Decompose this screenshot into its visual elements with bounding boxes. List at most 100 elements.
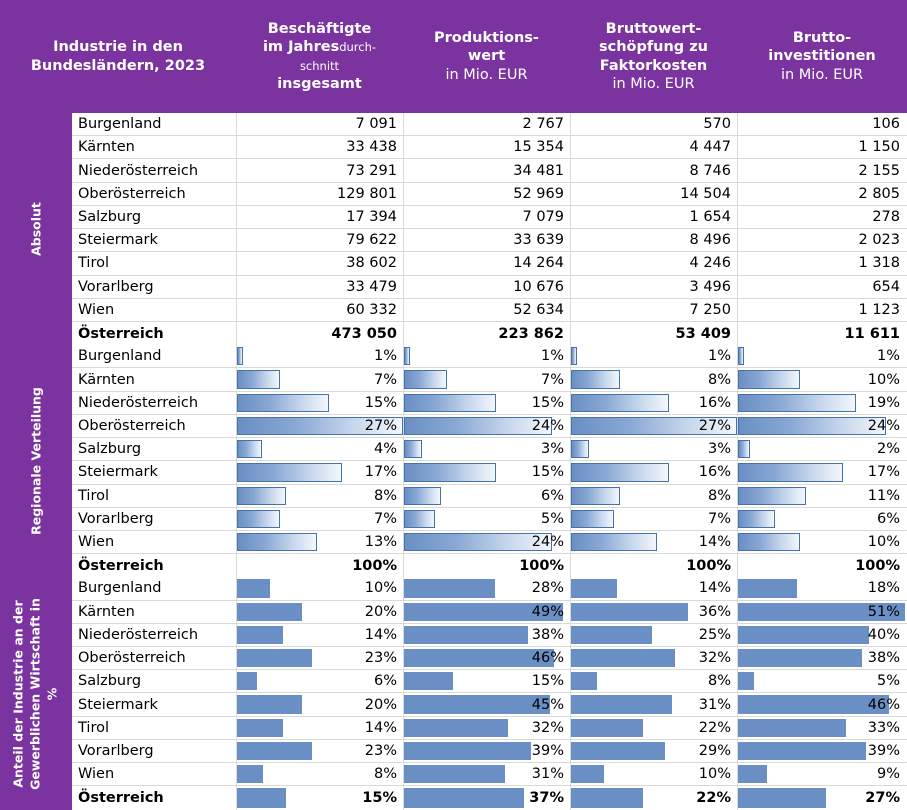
cell-value: 278 bbox=[872, 208, 900, 225]
cell-value: 9% bbox=[876, 766, 900, 783]
cell-value: 24% bbox=[531, 417, 564, 434]
data-cell: 2% bbox=[738, 438, 906, 460]
header-col0-l3: schnitt bbox=[299, 58, 340, 73]
data-cell: 4 447 bbox=[571, 136, 738, 159]
row-label-vorarlberg: Vorarlberg bbox=[72, 739, 237, 763]
value-bar bbox=[738, 741, 866, 761]
data-cell: 14% bbox=[571, 530, 738, 554]
row-label-wien: Wien bbox=[72, 763, 237, 786]
header-col3-l2: investitionen bbox=[768, 48, 876, 65]
cell-value: 5% bbox=[540, 510, 564, 527]
cell-value: 38% bbox=[867, 650, 900, 667]
data-cell: 23% bbox=[237, 739, 404, 763]
header-col0-l4: insgesamt bbox=[277, 75, 362, 92]
data-cell: 33 438 bbox=[237, 136, 404, 159]
value-bar bbox=[404, 718, 509, 737]
data-cell: 33% bbox=[738, 717, 906, 739]
value-bar bbox=[738, 440, 751, 459]
data-cell: 10 676 bbox=[404, 275, 571, 298]
value-bar bbox=[571, 672, 598, 691]
cell-value: 28% bbox=[531, 580, 564, 597]
data-cell: 10% bbox=[237, 577, 404, 600]
data-cell: 15% bbox=[237, 391, 404, 414]
data-cell: 15 354 bbox=[404, 136, 571, 159]
cell-value: 15% bbox=[531, 464, 564, 481]
data-cell: 100% bbox=[404, 554, 571, 578]
table-row: Steiermark 79 622 33 639 8 496 2 023 bbox=[72, 229, 907, 253]
cell-value: 1% bbox=[876, 348, 900, 365]
table-row: Steiermark 20% 45% 31% 46% bbox=[72, 693, 907, 717]
cell-value: 16% bbox=[698, 464, 731, 481]
table-row: Niederösterreich 73 291 34 481 8 746 2 155 bbox=[72, 159, 907, 183]
row-label-wien: Wien bbox=[72, 530, 237, 554]
header-col1-l2: wert bbox=[467, 48, 506, 65]
data-cell: 24% bbox=[404, 414, 571, 438]
table-row: Vorarlberg 33 479 10 676 3 496 654 bbox=[72, 275, 907, 299]
data-cell: 17% bbox=[237, 461, 404, 484]
cell-value: 34 481 bbox=[513, 162, 564, 179]
value-bar bbox=[571, 370, 621, 389]
data-cell: 38 602 bbox=[237, 252, 404, 275]
value-bar bbox=[571, 463, 670, 482]
data-cell: 28% bbox=[404, 577, 571, 600]
table-row: Kärnten 7% 7% 8% 10% bbox=[72, 368, 907, 392]
data-cell: 29% bbox=[571, 739, 738, 763]
cell-value: 1 318 bbox=[858, 255, 900, 272]
row-label-salzburg: Salzburg bbox=[72, 205, 237, 229]
table-row: Kärnten 33 438 15 354 4 447 1 150 bbox=[72, 136, 907, 160]
value-bar bbox=[237, 347, 244, 366]
value-bar bbox=[237, 532, 317, 552]
row-label-sterreich: Österreich bbox=[72, 321, 237, 346]
table-row: Oberösterreich 27% 24% 27% 24% bbox=[72, 414, 907, 439]
value-bar bbox=[404, 625, 528, 645]
value-bar bbox=[571, 416, 737, 436]
value-bar bbox=[738, 347, 745, 366]
cell-value: 3% bbox=[707, 441, 731, 458]
header-col2-l4: in Mio. EUR bbox=[612, 75, 695, 92]
cell-value: 7 091 bbox=[355, 116, 397, 133]
value-bar bbox=[404, 509, 435, 528]
row-label-obersterreich: Oberösterreich bbox=[72, 414, 237, 438]
cell-value: 29% bbox=[698, 743, 731, 760]
data-cell: 11% bbox=[738, 485, 906, 507]
data-cell: 1 150 bbox=[738, 136, 906, 158]
value-bar bbox=[404, 649, 554, 668]
table-row: Niederösterreich 14% 38% 25% 40% bbox=[72, 623, 907, 648]
header-col0-l2b: durch- bbox=[339, 40, 377, 55]
row-label-obersterreich: Oberösterreich bbox=[72, 182, 237, 205]
data-cell: 4% bbox=[237, 438, 404, 461]
value-bar bbox=[571, 649, 676, 668]
table-row: Steiermark 17% 15% 16% 17% bbox=[72, 461, 907, 485]
cell-value: 22% bbox=[696, 789, 731, 806]
cell-value: 27% bbox=[865, 789, 900, 806]
data-cell: 8 496 bbox=[571, 229, 738, 252]
cell-value: 4% bbox=[373, 441, 397, 458]
cell-value: 13% bbox=[364, 534, 397, 551]
cell-value: 19% bbox=[867, 394, 900, 411]
cell-value: 1% bbox=[373, 348, 397, 365]
cell-value: 2 767 bbox=[522, 116, 564, 133]
cell-value: 17 394 bbox=[346, 208, 397, 225]
cell-value: 7% bbox=[373, 371, 397, 388]
table-row: Salzburg 6% 15% 8% 5% bbox=[72, 670, 907, 694]
data-cell: 2 155 bbox=[738, 159, 906, 181]
value-bar bbox=[404, 440, 423, 459]
cell-value: 31% bbox=[531, 766, 564, 783]
cell-value: 11% bbox=[867, 487, 900, 504]
value-bar bbox=[571, 579, 617, 598]
cell-value: 31% bbox=[698, 696, 731, 713]
data-cell: 15% bbox=[237, 786, 404, 810]
data-cell: 10% bbox=[738, 368, 906, 390]
data-cell: 15% bbox=[404, 391, 571, 414]
data-cell: 25% bbox=[571, 623, 738, 647]
cell-value: 40% bbox=[867, 626, 900, 643]
cell-value: 53 409 bbox=[675, 325, 732, 342]
value-bar bbox=[738, 370, 800, 389]
value-bar bbox=[237, 416, 403, 436]
table-row: Vorarlberg 23% 39% 29% 39% bbox=[72, 739, 907, 764]
data-cell: 654 bbox=[738, 276, 906, 298]
data-cell: 24% bbox=[738, 415, 906, 437]
cell-value: 11 611 bbox=[844, 325, 901, 342]
cell-value: 1% bbox=[707, 348, 731, 365]
data-cell: 4 246 bbox=[571, 252, 738, 275]
